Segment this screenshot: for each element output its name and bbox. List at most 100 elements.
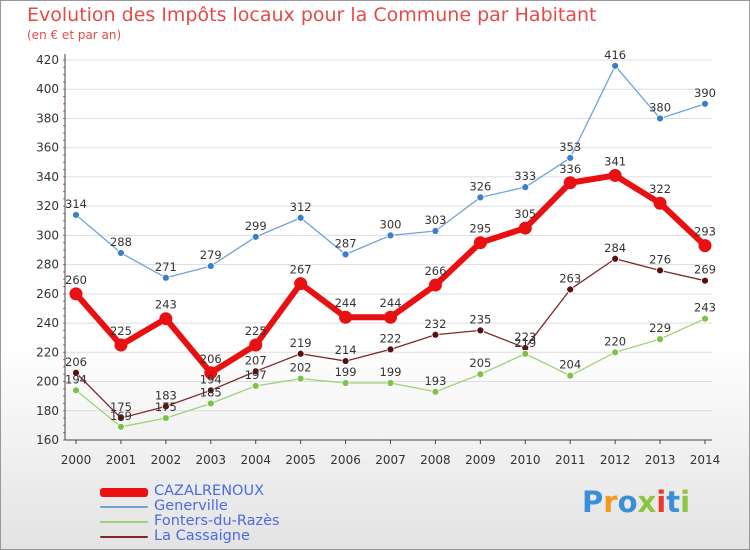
data-label-cazalrenoux: 322 [649,182,671,196]
proxiti-logo: Proxiti [582,485,690,519]
data-point-fonters-du-raz-s [72,386,80,395]
data-label-la-cassaigne: 175 [110,400,132,414]
chart-title: Evolution des Impôts locaux pour la Comm… [27,4,597,26]
data-point-fonters-du-raz-s [206,399,215,408]
logo-letter: t [666,485,681,519]
data-label-la-cassaigne: 214 [335,343,357,357]
x-tick-group: 2001 [106,453,137,467]
data-label-fonters-du-raz-s: 194 [65,372,87,386]
data-point-la-cassaigne [611,254,620,263]
data-label-generville: 299 [245,219,267,233]
data-point-fonters-du-raz-s [476,370,485,379]
y-tick-label: 260 [36,287,59,301]
y-tick: 280 [36,258,59,272]
data-point-cazalrenoux [384,310,397,324]
data-label-fonters-du-raz-s: 220 [604,334,626,348]
data-point-la-cassaigne [117,414,125,422]
logo-letter: P [582,485,604,519]
x-tick-label: 2000 [61,453,92,467]
data-point-cazalrenoux [114,338,128,352]
x-tick-label: 2012 [600,453,631,467]
y-tick: 240 [36,316,59,330]
x-tick-label: 2007 [375,453,406,467]
data-point-fonters-du-raz-s [341,379,350,387]
data-label-fonters-du-raz-s: 175 [155,400,177,414]
y-tick: 340 [36,170,59,184]
y-tick: 360 [36,141,59,155]
logo-letter: r [603,485,618,519]
data-point-fonters-du-raz-s [611,348,620,357]
data-label-la-cassaigne: 207 [245,353,267,367]
data-point-la-cassaigne [566,285,575,294]
data-point-la-cassaigne [476,326,485,335]
x-tick-label: 2005 [285,453,316,467]
data-point-la-cassaigne [341,357,350,365]
data-label-generville: 380 [649,100,671,114]
data-point-fonters-du-raz-s [296,374,305,383]
data-label-la-cassaigne: 232 [424,317,446,331]
data-point-la-cassaigne [701,276,709,285]
data-point-cazalrenoux [653,196,667,210]
data-label-cazalrenoux: 341 [604,154,626,168]
data-label-generville: 390 [694,86,716,100]
data-point-cazalrenoux [339,310,353,324]
data-label-cazalrenoux: 225 [110,324,132,338]
data-point-fonters-du-raz-s [521,349,530,358]
y-tick-label: 420 [36,53,59,67]
data-label-fonters-du-raz-s: 204 [559,358,581,372]
data-label-la-cassaigne: 284 [604,241,626,255]
data-point-cazalrenoux [698,239,712,253]
data-point-fonters-du-raz-s [161,414,170,422]
data-label-generville: 288 [110,235,132,249]
data-point-fonters-du-raz-s [251,382,260,390]
y-tick: 200 [36,375,59,389]
data-label-generville: 303 [424,213,446,227]
data-point-generville [117,249,125,257]
series-lines [69,61,712,431]
y-tick-label: 400 [36,82,59,96]
data-label-cazalrenoux: 293 [694,225,716,239]
x-tick-group: 2003 [196,453,227,467]
x-tick-group: 2007 [375,453,406,467]
data-point-la-cassaigne [386,345,395,354]
x-tick-label: 2002 [151,453,182,467]
y-tick-label: 240 [36,316,59,330]
data-label-cazalrenoux: 206 [200,352,222,366]
data-label-cazalrenoux: 266 [424,264,446,278]
data-label-generville: 416 [604,48,626,62]
y-tick: 300 [36,228,59,242]
y-tick-label: 380 [36,111,59,125]
data-point-cazalrenoux [249,338,263,352]
data-label-fonters-du-raz-s: 202 [290,361,312,375]
y-tick: 180 [36,404,59,418]
y-tick: 160 [36,433,59,447]
data-label-la-cassaigne: 194 [200,372,222,386]
x-tick-label: 2014 [690,453,721,467]
data-label-cazalrenoux: 336 [559,162,581,176]
x-tick-group: 2010 [510,453,541,467]
data-point-generville [161,273,170,282]
x-tick-label: 2001 [106,453,137,467]
data-label-fonters-du-raz-s: 199 [335,365,357,379]
data-point-generville [476,193,485,202]
data-point-la-cassaigne [296,349,305,358]
x-tick-group: 2009 [465,453,496,467]
y-tick-label: 360 [36,141,59,155]
data-label-generville: 271 [155,260,177,274]
x-tick-group: 2012 [600,453,631,467]
x-tick-group: 2013 [645,453,676,467]
data-label-cazalrenoux: 244 [335,296,357,310]
data-point-generville [296,213,305,222]
data-label-la-cassaigne: 263 [559,271,581,285]
x-tick-label: 2011 [555,453,586,467]
data-label-la-cassaigne: 223 [514,330,536,344]
data-point-cazalrenoux [608,168,622,182]
legend-label: CAZALRENOUX [154,483,265,499]
data-point-generville [206,262,215,270]
data-label-generville: 353 [559,140,581,154]
x-tick-group: 2004 [240,453,271,467]
data-point-cazalrenoux [518,221,532,235]
data-point-generville [431,227,440,235]
